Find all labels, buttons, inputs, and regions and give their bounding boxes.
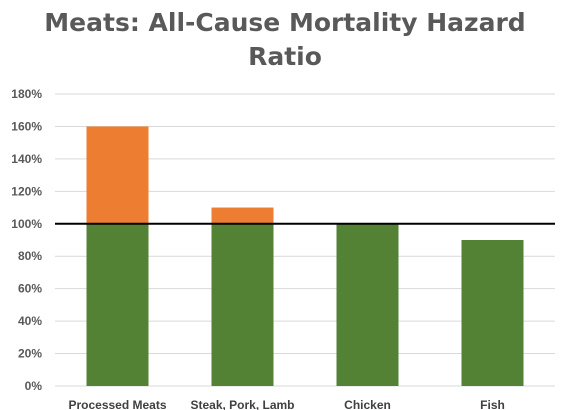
- x-category-label: Chicken: [344, 398, 391, 410]
- x-category-label: Steak, Pork, Lamb: [190, 398, 294, 410]
- chart-title-line-2: Ratio: [248, 42, 322, 71]
- chart-title-line-1: Meats: All-Cause Mortality Hazard: [44, 8, 526, 37]
- x-category-label: Processed Meats: [68, 398, 166, 410]
- y-tick-label: 20%: [18, 347, 42, 361]
- bar-chicken: [336, 223, 399, 386]
- y-tick-label: 60%: [18, 282, 42, 296]
- bar-fish: [461, 240, 524, 386]
- bar-processed-meats: [86, 126, 149, 386]
- y-tick-label: 180%: [11, 87, 42, 101]
- chart-title: Meats: All-Cause Mortality Hazard Ratio: [0, 6, 570, 74]
- bars: [86, 126, 524, 386]
- y-axis-tick-labels: 0% 20% 40% 60% 80% 100% 120% 140% 160% 180%: [11, 87, 42, 393]
- x-axis-category-labels: Processed Meats Steak, Pork, Lamb Chicken F…: [68, 398, 504, 410]
- y-tick-label: 120%: [11, 184, 42, 198]
- bar-excess-segment: [211, 207, 274, 224]
- x-category-label: Fish: [480, 398, 505, 410]
- bar-base-segment: [86, 223, 149, 386]
- y-tick-label: 140%: [11, 152, 42, 166]
- bar-excess-segment: [86, 126, 149, 224]
- y-tick-label: 40%: [18, 314, 42, 328]
- bar-base-segment: [461, 240, 524, 386]
- y-tick-label: 100%: [11, 217, 42, 231]
- bar-base-segment: [211, 223, 274, 386]
- y-tick-label: 0%: [25, 379, 43, 393]
- bar-base-segment: [336, 223, 399, 386]
- bar-steak-pork-lamb: [211, 207, 274, 386]
- y-tick-label: 160%: [11, 119, 42, 133]
- y-tick-label: 80%: [18, 249, 42, 263]
